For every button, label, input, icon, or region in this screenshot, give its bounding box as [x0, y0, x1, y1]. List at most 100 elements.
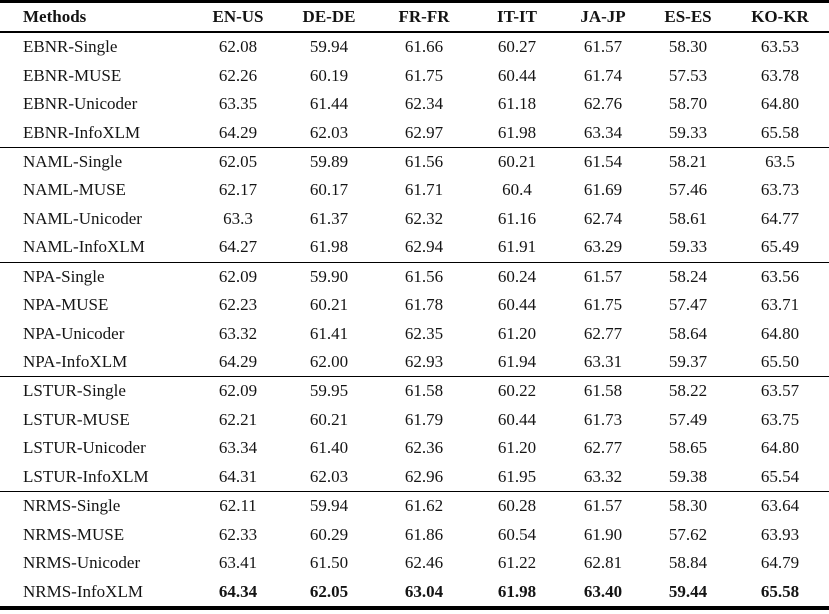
value-cell: 62.74	[583, 208, 623, 228]
value-cell: 61.58	[561, 376, 645, 406]
method-cell: NRMS-Unicoder	[23, 553, 141, 573]
value-cell: 63.57	[731, 376, 829, 406]
value-cell: 65.50	[760, 352, 800, 372]
value-cell: 62.09	[193, 376, 283, 406]
value-cell: 60.17	[309, 180, 349, 200]
value-cell: 59.38	[668, 466, 708, 486]
value-cell: 61.20	[497, 323, 537, 343]
value-cell: 60.24	[473, 261, 561, 291]
value-cell: 58.24	[645, 261, 731, 291]
value-cell: 62.76	[583, 94, 623, 114]
method-cell: EBNR-MUSE	[23, 65, 122, 85]
value-cell: 62.33	[218, 524, 258, 544]
value-cell: 61.86	[404, 524, 444, 544]
value-cell: 62.26	[218, 65, 258, 85]
value-cell: 63.93	[760, 524, 800, 544]
value-cell: 61.74	[583, 65, 623, 85]
value-cell: 58.30	[668, 37, 708, 57]
table-row: NPA-MUSE 62.23 60.21 61.78 60.44 61.75 57.47 63…	[0, 291, 829, 319]
value-cell: 65.58	[760, 122, 800, 142]
method-cell: NPA-InfoXLM	[23, 352, 128, 372]
table-row: NRMS-Single 62.11 59.94 61.62 60.28 61.57 58.3…	[0, 491, 829, 521]
value-cell: 58.30	[645, 491, 731, 521]
value-cell: 62.94	[404, 237, 444, 257]
value-cell: 60.19	[309, 65, 349, 85]
value-cell: 60.54	[497, 524, 537, 544]
value-cell: 65.54	[760, 466, 800, 486]
value-cell: 61.37	[309, 208, 349, 228]
value-cell: 62.09	[193, 261, 283, 291]
value-cell: 61.75	[583, 295, 623, 315]
value-cell: 63.31	[583, 352, 623, 372]
method-cell: LSTUR-InfoXLM	[23, 466, 149, 486]
value-cell: 61.16	[497, 208, 537, 228]
value-cell: 59.94	[283, 491, 375, 521]
value-cell: 58.64	[668, 323, 708, 343]
value-cell: 59.94	[309, 37, 349, 57]
value-cell: 62.23	[218, 295, 258, 315]
value-cell: 59.95	[283, 376, 375, 406]
value-cell: 61.98	[497, 122, 537, 142]
value-cell: 60.21	[473, 146, 561, 177]
method-cell: EBNR-Single	[23, 37, 118, 57]
table-row: LSTUR-Single 62.09 59.95 61.58 60.22 61.58 58.…	[0, 376, 829, 406]
value-cell: 60.44	[497, 295, 537, 315]
value-cell: 60.21	[309, 295, 349, 315]
value-cell: 61.94	[497, 352, 537, 372]
method-cell: NAML-Unicoder	[23, 208, 142, 228]
column-header-ja-jp: JA-JP	[561, 1, 645, 33]
value-cell: 61.58	[375, 376, 473, 406]
value-cell: 63.04	[404, 581, 444, 601]
column-header-ko-kr: KO-KR	[731, 1, 829, 33]
value-cell: 61.54	[561, 146, 645, 177]
value-cell: 57.62	[668, 524, 708, 544]
value-cell: 63.64	[731, 491, 829, 521]
value-cell: 62.05	[193, 146, 283, 177]
method-cell: LSTUR-Single	[0, 376, 193, 406]
value-cell: 59.44	[668, 581, 708, 601]
value-cell: 62.35	[404, 323, 444, 343]
value-cell: 59.33	[668, 237, 708, 257]
value-cell: 62.00	[309, 352, 349, 372]
method-cell: NPA-Single	[0, 261, 193, 291]
value-cell: 61.50	[309, 553, 349, 573]
value-cell: 63.71	[760, 295, 800, 315]
table-row: EBNR-Single 62.08 59.94 61.66 60.27 61.57 58.3…	[0, 32, 829, 61]
value-cell: 64.31	[218, 466, 258, 486]
value-cell: 59.37	[668, 352, 708, 372]
value-cell: 60.28	[473, 491, 561, 521]
table-row: NRMS-Unicoder 63.41 61.50 62.46 61.22 62.81 58…	[0, 549, 829, 577]
value-cell: 64.29	[218, 352, 258, 372]
column-header-methods: Methods	[0, 1, 193, 33]
table-row: NRMS-MUSE 62.33 60.29 61.86 60.54 61.90 57.62 6…	[0, 520, 829, 548]
value-cell: 64.80	[760, 438, 800, 458]
value-cell: 59.89	[283, 146, 375, 177]
value-cell: 61.22	[497, 553, 537, 573]
method-cell: NRMS-Single	[0, 491, 193, 521]
table-row: NAML-InfoXLM 64.27 61.98 62.94 61.91 63.29 59.…	[0, 233, 829, 262]
value-cell: 61.78	[404, 295, 444, 315]
value-cell: 61.90	[583, 524, 623, 544]
value-cell: 60.44	[497, 409, 537, 429]
value-cell: 61.57	[583, 37, 623, 57]
value-cell: 57.47	[668, 295, 708, 315]
value-cell: 61.69	[583, 180, 623, 200]
table-row: NAML-Single 62.05 59.89 61.56 60.21 61.54 58.2…	[0, 146, 829, 177]
value-cell: 61.20	[497, 438, 537, 458]
value-cell: 60.44	[497, 65, 537, 85]
method-cell: LSTUR-MUSE	[23, 409, 130, 429]
value-cell: 60.22	[473, 376, 561, 406]
value-cell: 62.03	[309, 122, 349, 142]
value-cell: 57.49	[668, 409, 708, 429]
value-cell: 62.34	[404, 94, 444, 114]
value-cell: 63.35	[218, 94, 258, 114]
value-cell: 61.56	[375, 261, 473, 291]
value-cell: 62.77	[583, 323, 623, 343]
value-cell: 63.53	[760, 37, 800, 57]
value-cell: 61.57	[561, 261, 645, 291]
value-cell: 63.29	[583, 237, 623, 257]
value-cell: 61.71	[404, 180, 444, 200]
value-cell: 62.46	[404, 553, 444, 573]
value-cell: 63.32	[583, 466, 623, 486]
